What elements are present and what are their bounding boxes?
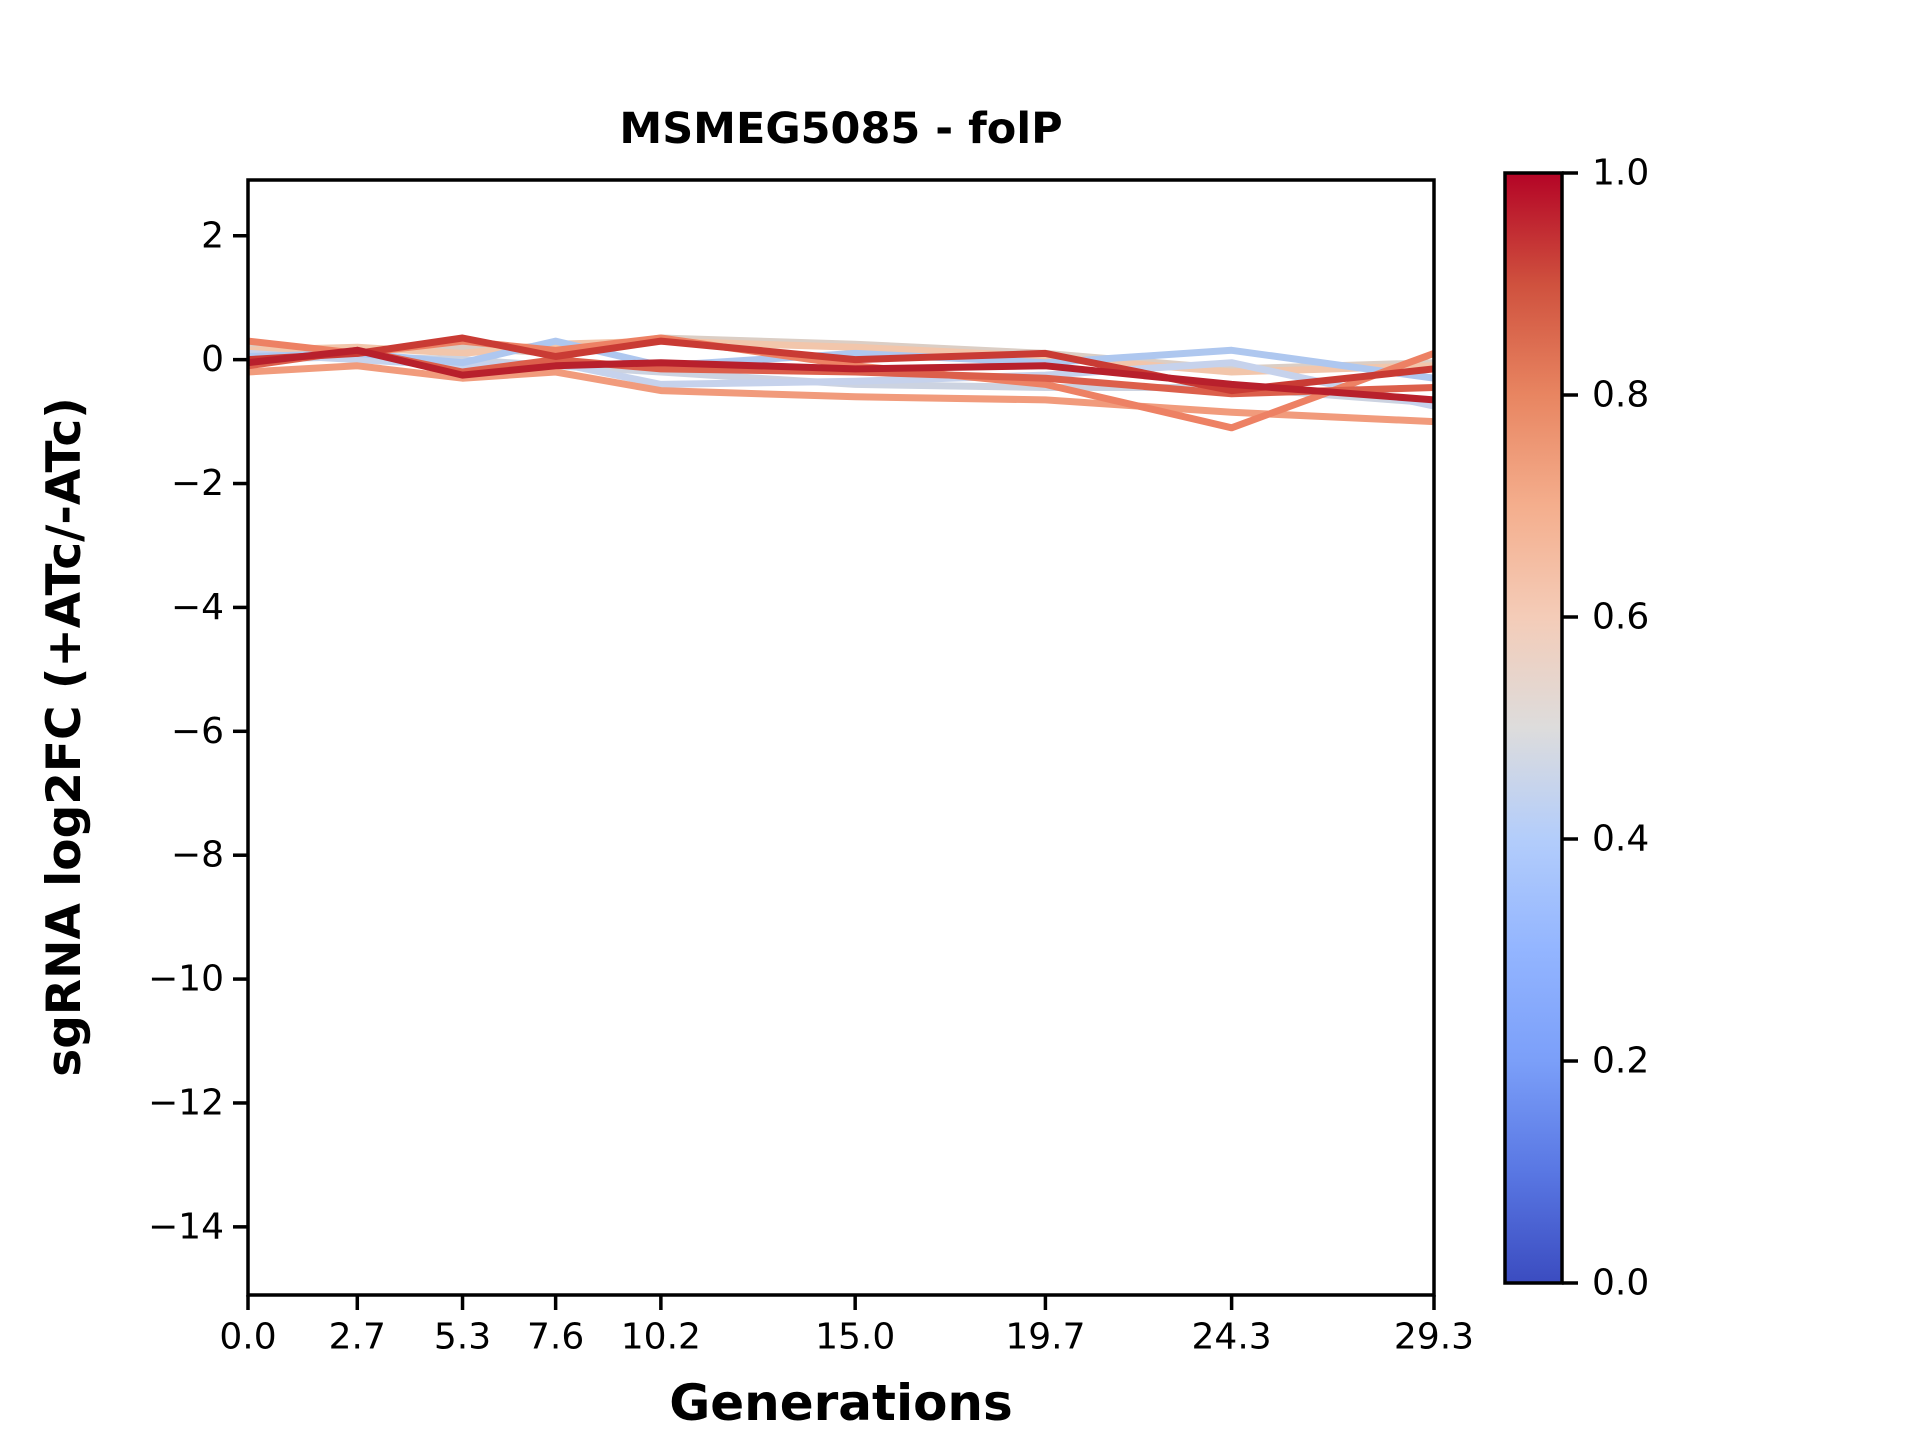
x-axis-tick-labels: 0.0 2.7 5.3 7.6 10.2 15.0 19.7 24.3 29.3 bbox=[219, 1317, 1474, 1358]
colorbar-tick-label: 0.6 bbox=[1592, 597, 1649, 638]
y-tick-label: −2 bbox=[171, 463, 224, 504]
y-tick-label: −8 bbox=[171, 835, 224, 876]
line-sgRNA-6 bbox=[248, 362, 1434, 426]
y-tick-label: 2 bbox=[201, 215, 224, 256]
x-axis-tick-marks bbox=[246, 1295, 1436, 1310]
y-axis-tick-labels: 2 0 −2 −4 −6 −8 −10 −12 −14 bbox=[148, 215, 224, 1247]
colorbar-tick-label: 1.0 bbox=[1592, 153, 1649, 194]
x-tick-label: 19.7 bbox=[1005, 1317, 1085, 1358]
plot-area-border bbox=[246, 178, 1436, 1297]
x-tick-label: 5.3 bbox=[434, 1317, 491, 1358]
colorbar-tick-label: 0.8 bbox=[1592, 375, 1649, 416]
colorbar-tick-labels: 1.0 0.8 0.6 0.4 0.2 0.0 bbox=[1592, 153, 1649, 1304]
y-axis-tick-marks bbox=[233, 234, 248, 1229]
colorbar-tick-label: 0.2 bbox=[1592, 1041, 1649, 1082]
data-lines bbox=[248, 334, 1434, 432]
y-tick-label: −6 bbox=[171, 711, 224, 752]
colorbar-tick-label: 0.4 bbox=[1592, 819, 1649, 860]
x-tick-label: 15.0 bbox=[815, 1317, 895, 1358]
x-tick-label: 24.3 bbox=[1192, 1317, 1272, 1358]
y-tick-label: −12 bbox=[148, 1082, 224, 1123]
x-tick-label: 7.6 bbox=[527, 1317, 584, 1358]
chart-title: MSMEG5085 - folP bbox=[619, 104, 1062, 154]
colorbar-tick-marks bbox=[1562, 171, 1578, 1285]
colorbar-tick-label: 0.0 bbox=[1592, 1263, 1649, 1304]
x-tick-label: 0.0 bbox=[219, 1317, 276, 1358]
x-tick-label: 29.3 bbox=[1394, 1317, 1474, 1358]
x-tick-label: 10.2 bbox=[621, 1317, 701, 1358]
y-tick-label: −4 bbox=[171, 587, 224, 628]
x-axis-label: Generations bbox=[669, 1374, 1013, 1432]
x-tick-label: 2.7 bbox=[329, 1317, 386, 1358]
y-axis-label: sgRNA log2FC (+ATc/-ATc) bbox=[37, 397, 92, 1076]
y-tick-label: 0 bbox=[201, 339, 224, 380]
line-sgRNA-10 bbox=[248, 346, 1434, 404]
y-tick-label: −14 bbox=[148, 1206, 224, 1247]
colorbar bbox=[1503, 171, 1564, 1285]
y-tick-label: −10 bbox=[148, 959, 224, 1000]
